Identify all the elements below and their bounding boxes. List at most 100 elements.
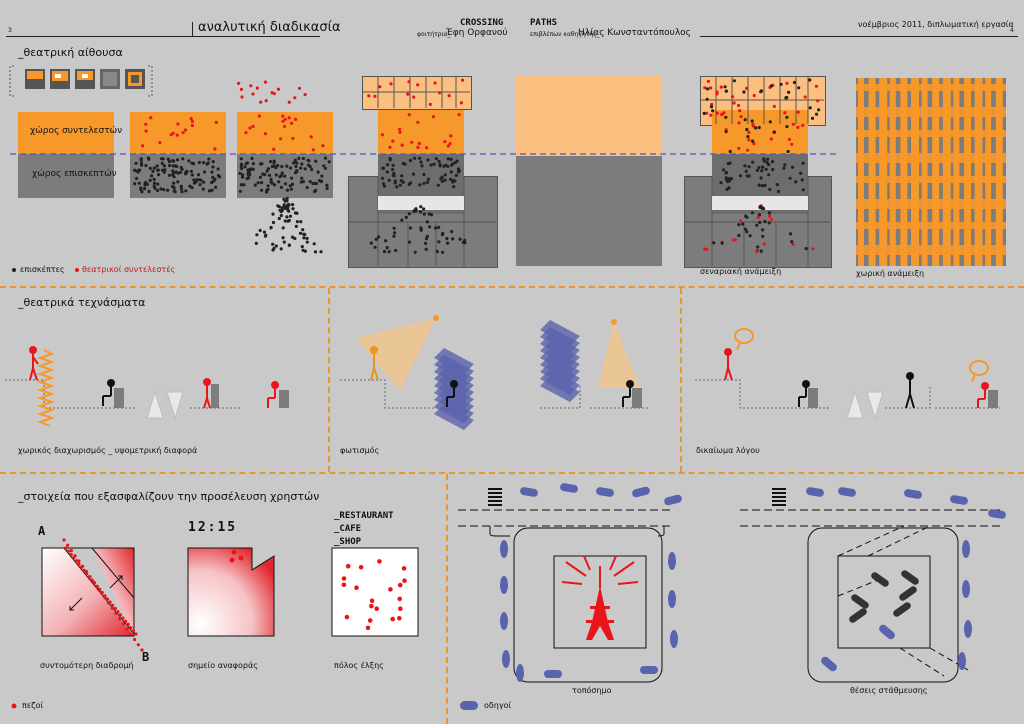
visitor-dot: [283, 219, 287, 223]
contributor-dot: [720, 112, 724, 116]
visitor-dot: [381, 182, 386, 186]
visitor-dot: [307, 159, 311, 163]
visitor-dot: [241, 173, 245, 177]
visitor-dot: [290, 176, 294, 180]
pedestrian-dot: [99, 590, 103, 595]
visitor-dot: [300, 176, 304, 180]
visitor-dot: [801, 188, 805, 192]
visitor-dot: [392, 234, 396, 238]
visitor-dot: [440, 233, 444, 237]
contributor-dot: [389, 82, 393, 86]
section1-title: _θεατρική αίθουσα: [18, 46, 123, 59]
visitor-dot: [167, 173, 171, 177]
visitor-dot: [388, 158, 392, 162]
visitor-dot: [438, 162, 442, 167]
section3-title: _στοιχεία που εξασφαλίζουν την προσέλευσ…: [18, 490, 320, 503]
visitor-dot: [754, 126, 758, 130]
visitor-dot: [198, 183, 202, 187]
visitor-dot: [747, 174, 751, 178]
visitor-dot: [760, 184, 764, 188]
pedestrian-dot: [129, 632, 133, 636]
visitor-dot: [280, 171, 284, 175]
visitor-dot: [133, 168, 137, 172]
visitor-dot: [776, 189, 781, 194]
contributor-dot: [746, 148, 750, 152]
visitor-dot: [385, 170, 389, 174]
visitor-dot: [380, 176, 385, 180]
visitor-dot: [711, 109, 715, 113]
visitor-dot: [288, 214, 293, 218]
visitor-dot: [705, 97, 709, 101]
contributor-dot: [816, 99, 820, 103]
visitor-dot: [424, 247, 428, 251]
visitor-dot: [393, 181, 397, 185]
visitor-dot: [794, 180, 798, 184]
contributor-dot: [715, 111, 719, 115]
visitor-dot: [401, 180, 405, 184]
contributor-dot: [425, 146, 429, 150]
visitor-dot: [761, 228, 765, 232]
visitor-dot: [450, 230, 454, 234]
visitor-dot: [455, 159, 459, 163]
contributor-dot: [747, 138, 751, 142]
visitor-dot: [134, 161, 138, 165]
visitor-dot: [733, 238, 737, 242]
pedestrian-dot: [365, 625, 371, 631]
contributor-dot: [796, 125, 800, 129]
visitor-dot: [761, 234, 765, 238]
visitor-dot: [269, 180, 273, 184]
visitor-dot: [171, 159, 175, 163]
driver-pill: [879, 624, 895, 640]
visitor-dot: [743, 164, 747, 168]
pedestrian-dot: [124, 619, 128, 623]
visitor-dot: [728, 161, 732, 165]
visitor-dot: [443, 173, 447, 177]
visitor-dot: [434, 157, 438, 161]
visitor-dot: [797, 86, 801, 90]
pedestrian-dot: [98, 587, 102, 592]
visitor-dot: [152, 181, 157, 185]
contributor-dot: [737, 121, 741, 125]
visitor-dot: [770, 160, 775, 164]
driver-pill: [502, 650, 510, 668]
visitor-dot: [385, 246, 389, 250]
contributor-dot: [412, 95, 416, 99]
driver-pill: [668, 590, 676, 608]
visitor-dot: [179, 184, 183, 188]
driver-pill: [988, 509, 1006, 519]
pedestrian-dot: [388, 587, 393, 592]
contributor-dot: [272, 147, 276, 151]
visitor-dot: [425, 220, 429, 224]
visitor-dot: [148, 178, 152, 182]
parked-car: [901, 570, 919, 585]
visitor-dot: [767, 163, 771, 167]
visitor-dot: [422, 172, 426, 177]
visitor-dot: [242, 183, 246, 187]
visitor-dot: [419, 160, 423, 164]
visitor-dot: [414, 209, 418, 213]
weave-vertical-band: [889, 78, 896, 266]
visitor-dot: [155, 164, 159, 168]
visitor-dot: [210, 188, 214, 192]
parked-car: [893, 602, 911, 617]
visitor-dot: [725, 179, 730, 184]
visitor-dot: [192, 162, 196, 166]
visitor-dot: [449, 157, 453, 161]
contributor-dot: [416, 145, 420, 149]
visitor-dot: [404, 215, 408, 219]
visitor-dot: [162, 188, 166, 192]
visitor-dot: [133, 182, 137, 186]
visitor-dot: [313, 250, 318, 254]
contributors-area-5: [516, 76, 662, 156]
contributor-dot: [380, 133, 384, 137]
visitor-dot: [317, 179, 322, 183]
visitors-area-5: [516, 156, 662, 266]
visitor-dot: [282, 203, 286, 207]
contributor-dot: [407, 80, 411, 84]
visitor-dot: [440, 176, 444, 180]
visitor-dot: [253, 183, 257, 187]
visitor-dot: [810, 116, 815, 120]
contributors-area: [18, 112, 114, 154]
